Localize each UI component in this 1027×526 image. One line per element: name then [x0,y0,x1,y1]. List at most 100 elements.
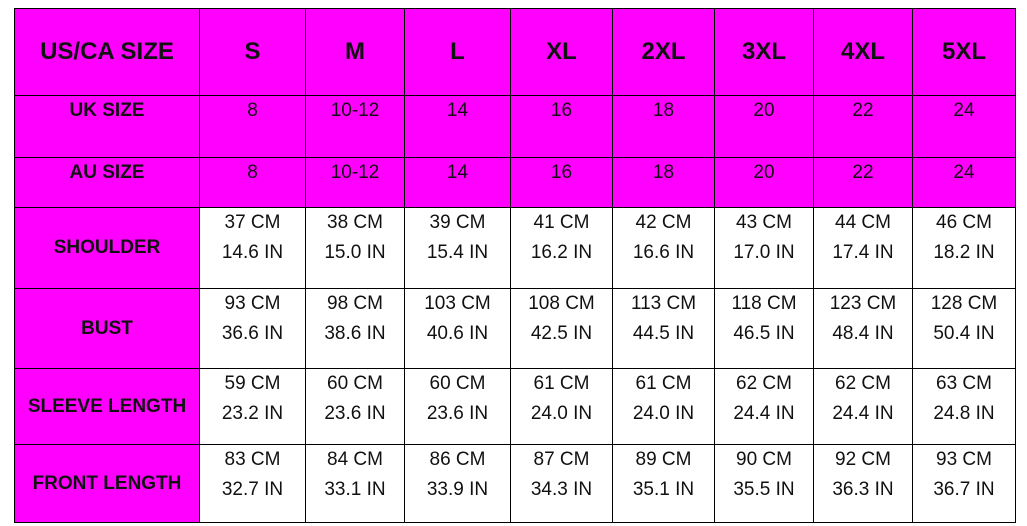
measurement-row: SHOULDER 37 CM 14.6 IN 38 CM 15.0 IN 39 CM 15.… [14,207,1016,289]
cm-value: 89 CM [635,449,692,470]
cm-value: 37 CM [224,212,281,233]
au-size-cell: 20 [714,157,814,208]
measurement-cell: 113 CM 44.5 IN [612,288,715,369]
measurement-cell: 60 CM 23.6 IN [305,368,405,445]
measurement-label: FRONT LENGTH [14,444,200,523]
uk-size-cell: 16 [510,95,613,158]
measurement-cell: 62 CM 24.4 IN [714,368,814,445]
uk-size-row: UK SIZE 8 10-12 14 16 18 20 22 24 [14,95,1016,158]
measurement-cell: 38 CM 15.0 IN [305,207,405,289]
inch-value: 15.0 IN [324,242,386,263]
cm-value: 61 CM [533,373,590,394]
inch-value: 35.5 IN [733,479,795,500]
measurement-cell: 61 CM 24.0 IN [510,368,613,445]
au-size-cell: 22 [813,157,913,208]
measurement-cell: 84 CM 33.1 IN [305,444,405,523]
uk-size-cell: 14 [404,95,511,158]
cm-value: 113 CM [630,293,697,314]
inch-value: 14.6 IN [221,242,284,263]
measurement-cell: 103 CM 40.6 IN [404,288,511,369]
measurement-cell: 123 CM 48.4 IN [813,288,913,369]
cm-value: 92 CM [835,449,891,470]
measurement-row: BUST 93 CM 36.6 IN 98 CM 38.6 IN 103 CM 40.6 I… [14,288,1016,369]
cm-value: 87 CM [533,449,590,470]
inch-value: 36.6 IN [221,323,284,344]
uk-size-cell: 18 [612,95,715,158]
au-size-cell: 14 [404,157,511,208]
uk-size-cell: 20 [714,95,814,158]
inch-value: 35.1 IN [632,479,695,500]
cm-value: 86 CM [429,449,486,470]
measurement-label: SLEEVE LENGTH [14,368,200,445]
measurement-cell: 39 CM 15.4 IN [404,207,511,289]
inch-value: 17.0 IN [733,242,795,263]
cm-value: 42 CM [635,212,692,233]
measurement-cell: 41 CM 16.2 IN [510,207,613,289]
measurement-label: SHOULDER [14,207,200,289]
uk-size-cell: 24 [912,95,1016,158]
au-size-cell: 16 [510,157,613,208]
inch-value: 23.6 IN [324,403,386,424]
measurement-cell: 37 CM 14.6 IN [199,207,306,289]
inch-value: 50.4 IN [933,323,995,344]
cm-value: 60 CM [429,373,486,394]
cm-value: 43 CM [736,212,792,233]
uk-size-label: UK SIZE [14,95,200,158]
inch-value: 23.6 IN [426,403,489,424]
measurement-cell: 93 CM 36.6 IN [199,288,306,369]
au-size-cell: 18 [612,157,715,208]
cm-value: 59 CM [224,373,281,394]
size-header-cell: 4XL [813,8,913,96]
cm-value: 108 CM [528,293,595,314]
cm-value: 60 CM [327,373,383,394]
us-ca-size-label: US/CA SIZE [14,8,200,96]
measurement-label: BUST [14,288,200,369]
cm-value: 98 CM [327,293,383,314]
measurement-cell: 128 CM 50.4 IN [912,288,1016,369]
au-size-cell: 24 [912,157,1016,208]
measurement-cell: 87 CM 34.3 IN [510,444,613,523]
measurement-cell: 62 CM 24.4 IN [813,368,913,445]
cm-value: 93 CM [936,449,992,470]
measurement-cell: 61 CM 24.0 IN [612,368,715,445]
measurement-cell: 44 CM 17.4 IN [813,207,913,289]
inch-value: 15.4 IN [426,242,489,263]
size-chart-table: US/CA SIZE S M L XL 2XL 3XL 4XL 5XL UK SIZE 8 10-12… [14,8,1016,523]
inch-value: 18.2 IN [933,242,995,263]
inch-value: 33.9 IN [426,479,489,500]
cm-value: 44 CM [835,212,891,233]
measurement-cell: 46 CM 18.2 IN [912,207,1016,289]
measurement-cell: 59 CM 23.2 IN [199,368,306,445]
measurement-cell: 118 CM 46.5 IN [714,288,814,369]
measurement-cell: 42 CM 16.6 IN [612,207,715,289]
cm-value: 41 CM [533,212,590,233]
uk-size-cell: 22 [813,95,913,158]
measurement-cell: 90 CM 35.5 IN [714,444,814,523]
cm-value: 62 CM [736,373,792,394]
measurement-cell: 108 CM 42.5 IN [510,288,613,369]
size-header-cell: 2XL [612,8,715,96]
size-header-cell: M [305,8,405,96]
cm-value: 61 CM [635,373,692,394]
inch-value: 32.7 IN [221,479,284,500]
inch-value: 33.1 IN [324,479,386,500]
size-header-cell: S [199,8,306,96]
inch-value: 24.4 IN [733,403,795,424]
cm-value: 123 CM [829,293,897,314]
cm-value: 62 CM [835,373,891,394]
cm-value: 46 CM [936,212,992,233]
cm-value: 103 CM [424,293,491,314]
cm-value: 63 CM [936,373,992,394]
au-size-label: AU SIZE [14,157,200,208]
measurement-cell: 93 CM 36.7 IN [912,444,1016,523]
inch-value: 24.8 IN [933,403,995,424]
cm-value: 84 CM [327,449,383,470]
inch-value: 24.0 IN [530,403,593,424]
measurement-cell: 83 CM 32.7 IN [199,444,306,523]
us-ca-size-row: US/CA SIZE S M L XL 2XL 3XL 4XL 5XL [14,8,1016,96]
au-size-row: AU SIZE 8 10-12 14 16 18 20 22 24 [14,157,1016,208]
measurement-cell: 89 CM 35.1 IN [612,444,715,523]
measurement-cell: 63 CM 24.8 IN [912,368,1016,445]
size-header-cell: L [404,8,511,96]
cm-value: 118 CM [731,293,797,314]
